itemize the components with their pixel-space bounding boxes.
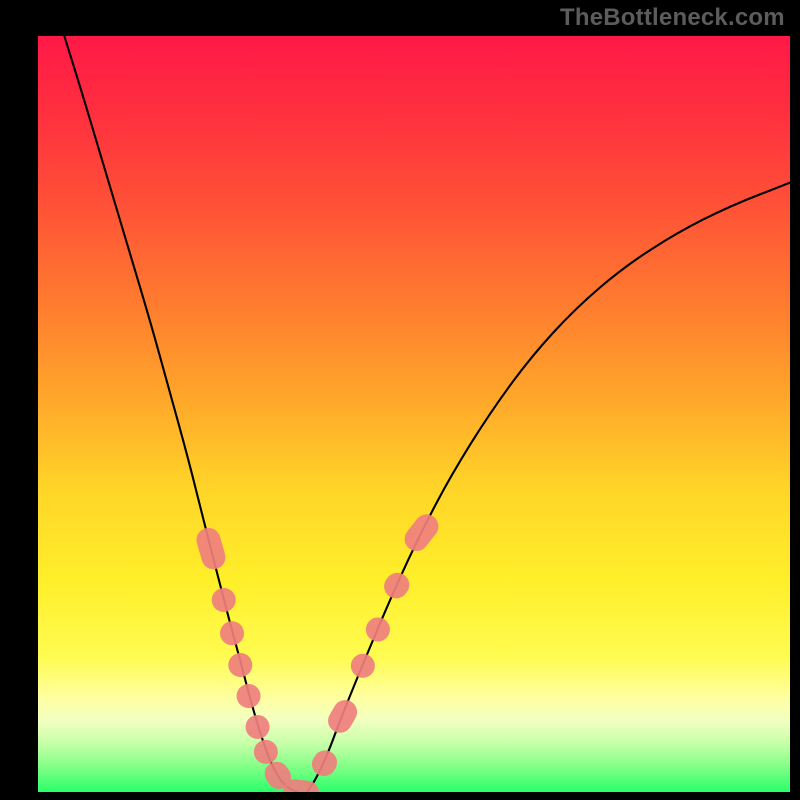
chart-svg	[38, 36, 790, 792]
plot-area	[38, 36, 790, 792]
watermark-text: TheBottleneck.com	[560, 4, 785, 32]
gradient-background	[38, 36, 790, 792]
